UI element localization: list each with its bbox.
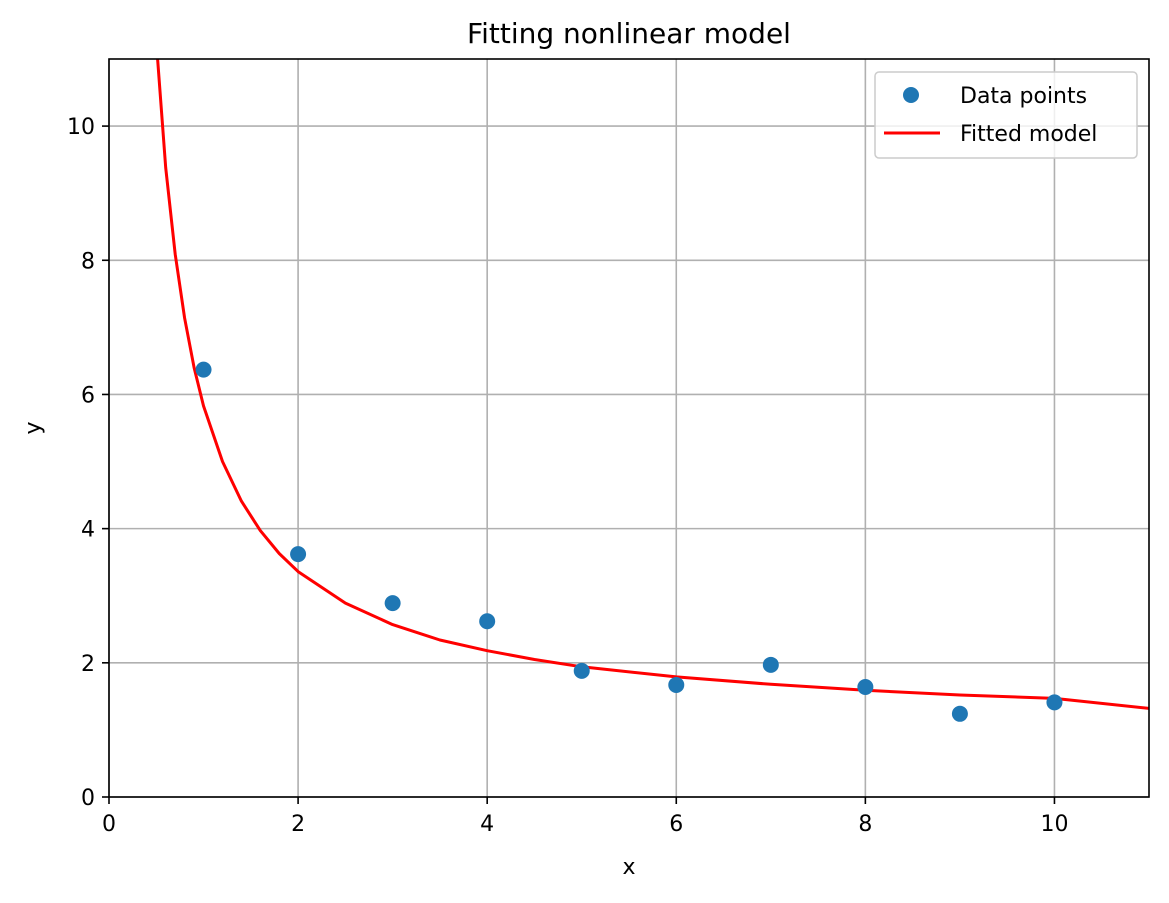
data-point — [1046, 694, 1063, 711]
x-tick-label: 8 — [858, 812, 872, 837]
y-tick-label: 2 — [81, 652, 95, 677]
legend: Data points Fitted model — [874, 71, 1138, 159]
data-point — [290, 546, 307, 563]
y-tick-label: 8 — [81, 249, 95, 274]
data-point — [762, 656, 779, 673]
y-axis-label: y — [21, 421, 46, 434]
legend-label-data-points: Data points — [960, 84, 1087, 109]
x-tick-label: 6 — [669, 812, 683, 837]
data-point — [479, 613, 496, 630]
data-point — [195, 361, 212, 378]
data-point — [573, 662, 590, 679]
fitted-model-line — [156, 59, 1149, 710]
x-tick-label: 0 — [102, 812, 116, 837]
x-axis-label: x — [622, 855, 635, 880]
legend-label-fitted-model: Fitted model — [960, 122, 1097, 147]
y-tick-label: 4 — [81, 518, 95, 543]
grid-layer — [108, 59, 1149, 798]
legend-marker-data-points — [903, 87, 919, 103]
chart-title: Fitting nonlinear model — [467, 17, 791, 50]
x-tick-label: 4 — [480, 812, 494, 837]
data-point — [668, 676, 685, 693]
tick-layer: 0 2 4 6 8 10 0 2 4 6 8 10 — [67, 115, 1068, 837]
legend-box — [874, 71, 1138, 159]
axes-frame — [108, 58, 1150, 798]
y-tick-label: 6 — [81, 383, 95, 408]
data-point — [384, 595, 401, 612]
y-tick-label: 10 — [67, 115, 95, 140]
data-point — [857, 678, 874, 695]
data-point — [951, 705, 968, 722]
y-tick-label: 0 — [81, 786, 95, 811]
x-tick-label: 10 — [1040, 812, 1068, 837]
plot-layer — [156, 59, 1149, 722]
x-tick-label: 2 — [291, 812, 305, 837]
